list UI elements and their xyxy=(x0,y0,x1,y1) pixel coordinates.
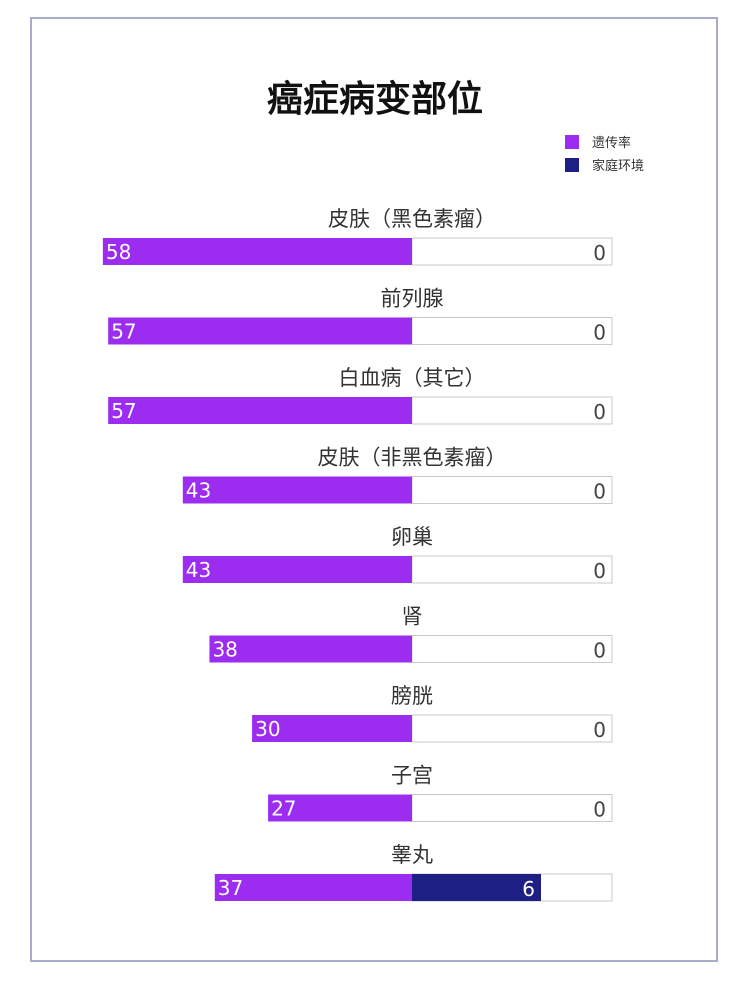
data-label-series-1: 27 xyxy=(271,797,296,821)
data-label-series-2: 6 xyxy=(522,877,535,901)
bar-series-1 xyxy=(182,476,412,504)
data-label-series-1: 57 xyxy=(111,399,136,423)
bar-series-1 xyxy=(209,635,412,663)
category-label: 皮肤（非黑色素瘤） xyxy=(318,446,507,470)
data-label-series-2: 0 xyxy=(593,321,606,345)
bar-series-1 xyxy=(268,794,412,822)
bar-series-1 xyxy=(252,715,412,742)
legend-item-series-2: 家庭环境 xyxy=(565,153,644,176)
bar-series-1 xyxy=(214,874,412,901)
category-label: 膀胱 xyxy=(391,684,433,708)
bar-track xyxy=(411,555,613,584)
data-label-series-1: 43 xyxy=(186,558,211,582)
bar-series-2 xyxy=(412,874,541,901)
bar-track xyxy=(411,237,613,266)
data-label-series-2: 0 xyxy=(593,480,606,504)
bar-track xyxy=(411,635,613,663)
bar-series-1 xyxy=(108,317,412,345)
data-label-series-2: 0 xyxy=(593,241,606,265)
data-label-series-1: 30 xyxy=(255,717,280,741)
bar-track xyxy=(411,794,613,822)
category-label: 皮肤（黑色素瘤） xyxy=(328,207,496,231)
bar-series-1 xyxy=(102,238,413,265)
data-label-series-2: 0 xyxy=(593,559,606,583)
data-label-series-2: 0 xyxy=(593,639,606,663)
category-label: 肾 xyxy=(402,605,423,629)
legend-label-series-2: 家庭环境 xyxy=(592,159,645,174)
bar-track xyxy=(411,714,613,743)
data-label-series-2: 0 xyxy=(593,400,606,424)
bar-track xyxy=(411,317,613,345)
legend: 遗传率 家庭环境 xyxy=(565,130,644,176)
data-label-series-1: 37 xyxy=(218,876,243,900)
legend-item-series-1: 遗传率 xyxy=(565,130,644,153)
bar-series-1 xyxy=(182,556,412,583)
category-label: 白血病（其它） xyxy=(339,366,486,390)
data-label-series-2: 0 xyxy=(593,798,606,822)
bar-track xyxy=(411,396,613,425)
data-label-series-1: 57 xyxy=(111,320,136,344)
data-label-series-2: 0 xyxy=(593,718,606,742)
data-label-series-1: 43 xyxy=(186,479,211,503)
data-label-series-1: 58 xyxy=(106,240,131,264)
bar-series-1 xyxy=(108,397,412,424)
category-label: 子宫 xyxy=(391,764,433,788)
category-label: 前列腺 xyxy=(381,287,444,311)
category-label: 卵巢 xyxy=(391,525,433,549)
chart-title: 癌症病变部位 xyxy=(266,79,483,120)
legend-label-series-1: 遗传率 xyxy=(592,136,632,151)
category-label: 睾丸 xyxy=(391,843,433,867)
data-label-series-1: 38 xyxy=(212,638,237,662)
legend-swatch-series-2 xyxy=(565,157,579,172)
legend-swatch-series-1 xyxy=(565,134,579,149)
bar-track xyxy=(411,476,613,504)
